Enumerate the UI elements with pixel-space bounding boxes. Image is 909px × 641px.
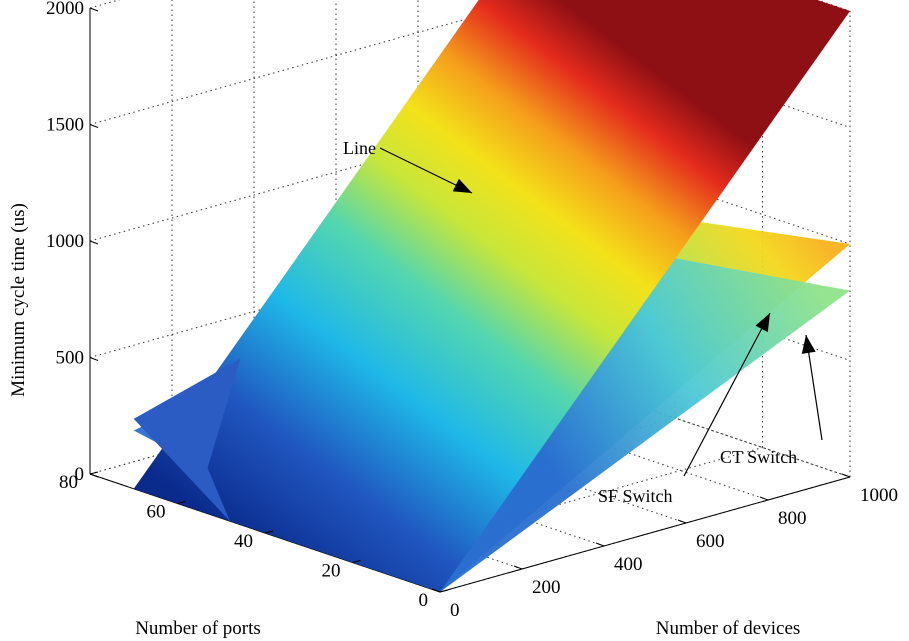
y-tick-label: 1000 [860, 485, 898, 506]
y-tick-mark [677, 519, 687, 524]
annotation-arrow-head [755, 313, 770, 333]
y-tick-label: 600 [696, 531, 725, 552]
y-tick-mark [513, 565, 523, 570]
y-tick-mark [841, 473, 851, 478]
y-tick-label: 200 [532, 577, 561, 598]
z-tick-mark [89, 7, 99, 12]
z-tick-label: 1000 [46, 231, 84, 252]
z-tick-mark [89, 240, 99, 245]
x-tick-label: 40 [234, 531, 253, 552]
label-layer: Minimum cycle time (us) Number of ports Nu… [8, 203, 800, 639]
z-axis-label: Minimum cycle time (us) [8, 203, 29, 397]
z-tick-mark [89, 473, 99, 478]
axis-line [439, 476, 851, 593]
x-tick-label: 60 [147, 502, 166, 523]
x-axis-label: Number of ports [135, 618, 261, 639]
annotation-arrow-head [801, 335, 816, 354]
annotation-label: SF Switch [598, 486, 673, 506]
surface-layer [133, 0, 850, 592]
y-tick-label: 400 [614, 554, 643, 575]
tick-layer: 0500100015002000020406080020040060080010… [46, 0, 898, 621]
annotation-label: CT Switch [720, 447, 797, 467]
z-tick-label: 0 [75, 464, 85, 485]
annotation-layer: Line SF Switch CT Switch [343, 138, 823, 506]
x-tick-mark [264, 530, 274, 534]
x-tick-mark [89, 471, 99, 475]
y-tick-mark [595, 542, 605, 547]
y-axis-label: Number of devices [656, 618, 801, 639]
z-tick-label: 1500 [46, 115, 84, 136]
y-tick-mark [431, 588, 441, 593]
x-tick-label: 80 [59, 472, 78, 493]
y-tick-label: 800 [778, 508, 807, 529]
y-tick-mark [759, 496, 769, 501]
surface-switch-flap [133, 358, 241, 522]
annotation-label: Line [343, 138, 376, 158]
z-tick-label: 500 [56, 348, 85, 369]
y-tick-label: 0 [450, 600, 460, 621]
z-tick-mark [89, 124, 99, 128]
surface-line [133, 0, 850, 592]
annotation-arrow-head [452, 178, 472, 193]
z-tick-mark [89, 357, 99, 361]
annotation-arrow [683, 312, 771, 477]
x-tick-mark [352, 560, 361, 563]
x-tick-mark [177, 501, 186, 504]
x-tick-mark [439, 589, 449, 593]
x-tick-label: 0 [419, 590, 429, 611]
x-tick-label: 20 [322, 561, 341, 582]
z-tick-label: 2000 [46, 0, 84, 19]
